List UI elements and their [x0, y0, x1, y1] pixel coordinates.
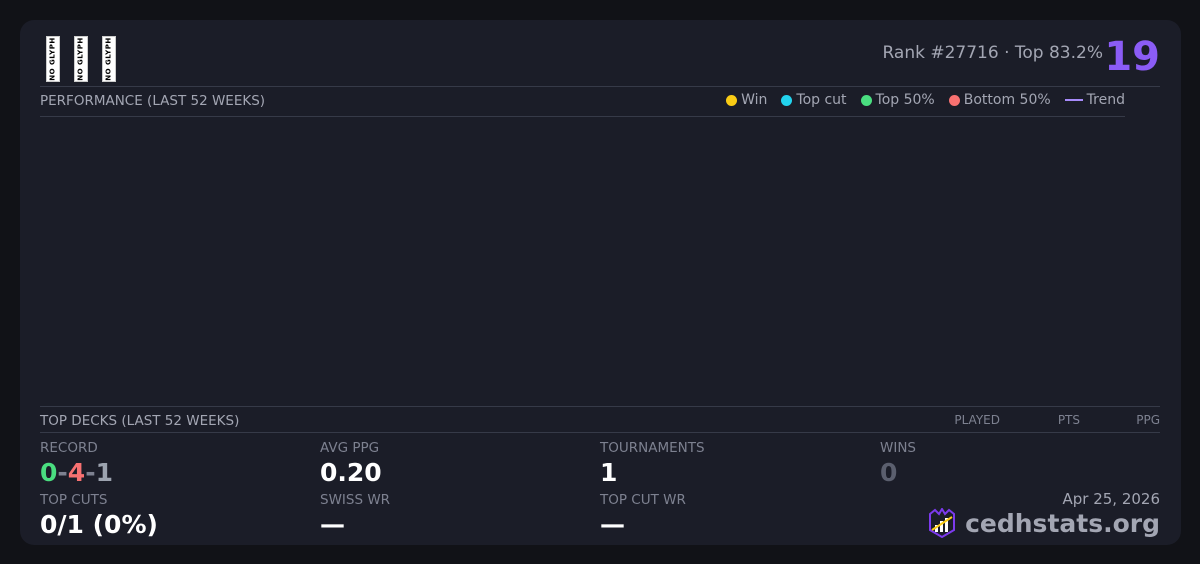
rank-text: Rank #27716 · Top 83.2% — [882, 43, 1103, 63]
legend-top-50: Top 50% — [860, 92, 935, 108]
legend-win: Win — [726, 92, 767, 108]
record-losses: 4 — [67, 458, 86, 487]
swiss-wr-value: — — [320, 510, 345, 539]
legend-bottom-50: Bottom 50% — [948, 92, 1051, 108]
record-label: RECORD — [40, 440, 98, 456]
top-cut-wr-value: — — [600, 510, 625, 539]
sep: - — [85, 458, 96, 487]
date: Apr 25, 2026 — [1062, 490, 1160, 508]
swiss-wr-label: SWISS WR — [320, 492, 391, 508]
sep: - — [57, 458, 68, 487]
legend-label: Win — [741, 92, 768, 108]
score: 19 — [1104, 34, 1160, 80]
col-ppg: PPG — [1136, 413, 1160, 427]
top-cuts-value: 0/1 (0%) — [40, 510, 158, 539]
player-card: NO GLYPH NO GLYPH NO GLYPH Rank #27716 ·… — [20, 20, 1181, 545]
record-value: 0-4-1 — [40, 458, 113, 487]
top-cut-wr-label: TOP CUT WR — [600, 492, 686, 508]
missing-glyph-icon: NO GLYPH — [102, 36, 116, 82]
wins-value: 0 — [880, 458, 898, 487]
glyph-text: NO GLYPH — [105, 37, 114, 81]
record-draws: 1 — [95, 458, 113, 487]
tournaments-value: 1 — [600, 458, 618, 487]
wins-label: WINS — [880, 440, 916, 456]
top-cut-dot-icon — [781, 94, 793, 106]
col-pts: PTS — [1057, 413, 1080, 427]
legend-label: Top 50% — [875, 92, 935, 108]
bottom-50-dot-icon — [948, 94, 960, 106]
top-50-dot-icon — [860, 94, 872, 106]
missing-glyph-icon: NO GLYPH — [74, 36, 88, 82]
brand: cedhstats.org — [927, 508, 1160, 538]
record-wins: 0 — [40, 458, 58, 487]
divider — [40, 432, 1160, 433]
top-decks-title: TOP DECKS (LAST 52 WEEKS) — [40, 413, 240, 429]
tournaments-label: TOURNAMENTS — [600, 440, 705, 456]
chart-legend: Win Top cut Top 50% Bottom 50% Trend — [726, 92, 1125, 108]
avg-ppg-label: AVG PPG — [320, 440, 380, 456]
divider — [40, 86, 1160, 87]
avg-ppg-value: 0.20 — [320, 458, 382, 487]
legend-label: Trend — [1086, 92, 1125, 108]
glyph-text: NO GLYPH — [49, 37, 58, 81]
divider — [40, 406, 1160, 407]
legend-trend: Trend — [1064, 92, 1125, 108]
brand-name: cedhstats.org — [965, 508, 1160, 538]
win-dot-icon — [726, 94, 738, 106]
legend-label: Top cut — [796, 92, 847, 108]
performance-title: PERFORMANCE (LAST 52 WEEKS) — [40, 93, 266, 109]
trend-line-icon — [1064, 99, 1083, 101]
legend-label: Bottom 50% — [963, 92, 1051, 108]
col-played: PLAYED — [954, 413, 1000, 427]
glyph-text: NO GLYPH — [77, 37, 86, 81]
legend-top-cut: Top cut — [781, 92, 847, 108]
missing-glyph-icon: NO GLYPH — [46, 36, 60, 82]
cedhstats-logo-icon — [929, 508, 956, 538]
divider — [40, 116, 1125, 117]
top-cuts-label: TOP CUTS — [40, 492, 108, 508]
